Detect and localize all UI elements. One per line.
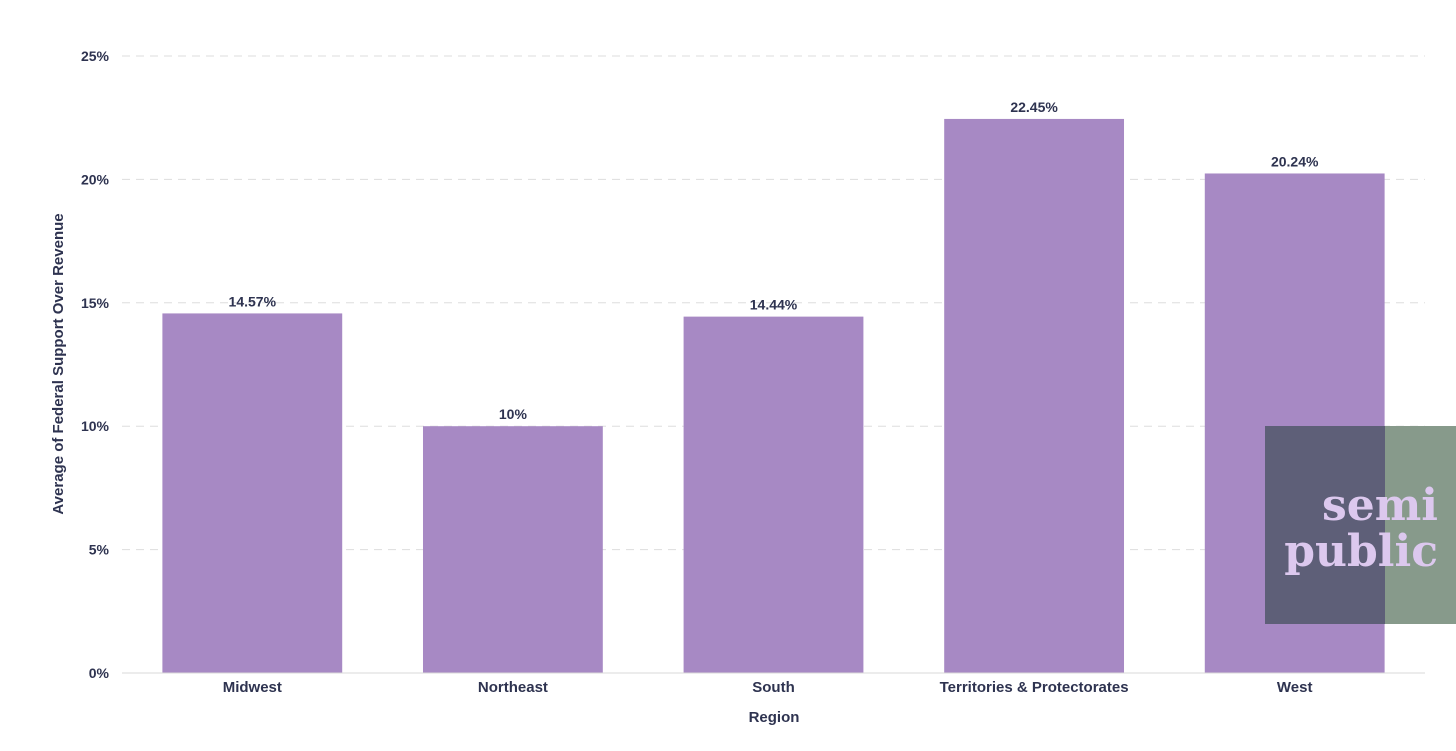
logo-word-semi: semi [1322, 480, 1438, 531]
semipublic-logo: semi public [1265, 426, 1456, 624]
y-tick-label: 5% [89, 542, 110, 558]
bars [162, 118, 1385, 673]
bar [944, 118, 1125, 673]
x-axis-ticks: Midwest Northeast South Territories & Prote… [223, 679, 1313, 696]
y-axis-title: Average of Federal Support Over Revenue [50, 213, 67, 514]
data-label: 20.24% [1271, 153, 1319, 169]
data-label: 14.57% [229, 293, 277, 309]
y-axis-ticks: 0% 5% 10% 15% 20% 25% [81, 48, 110, 681]
y-tick-label: 15% [81, 295, 110, 311]
data-label: 14.44% [750, 297, 798, 313]
x-tick-label: Midwest [223, 679, 282, 696]
y-tick-label: 20% [81, 171, 110, 187]
data-label: 22.45% [1010, 99, 1058, 115]
y-tick-label: 10% [81, 418, 110, 434]
logo-panel-left [1265, 426, 1385, 624]
x-tick-label: West [1277, 679, 1313, 696]
logo-panel-right [1385, 426, 1456, 624]
y-tick-label: 25% [81, 48, 110, 64]
x-tick-label: South [752, 679, 795, 696]
data-label: 10% [499, 406, 528, 422]
y-tick-label: 0% [89, 665, 110, 681]
bar [683, 316, 864, 673]
x-tick-label: Territories & Protectorates [940, 679, 1129, 696]
data-labels: 14.57% 10% 14.44% 22.45% 20.24% [229, 99, 1319, 422]
logo-word-public: public [1284, 526, 1438, 577]
x-axis-title: Region [749, 709, 800, 726]
bar [422, 426, 603, 673]
bar [162, 313, 343, 673]
x-tick-label: Northeast [478, 679, 548, 696]
